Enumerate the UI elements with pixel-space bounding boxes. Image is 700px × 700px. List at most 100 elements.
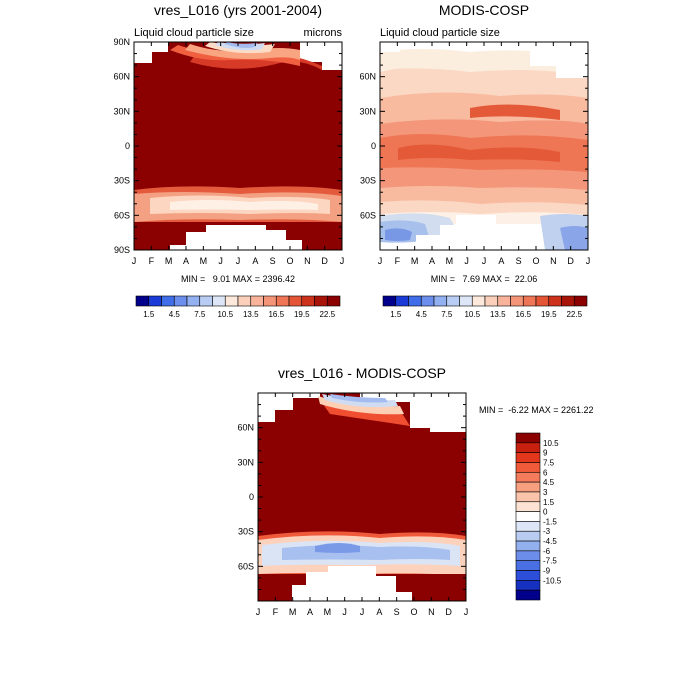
colorbar-label: 3 (543, 488, 548, 497)
colorbar-box (515, 462, 541, 473)
colorbar-box (135, 295, 150, 307)
x-tick-label: M (411, 256, 419, 266)
panel-title: MODIS-COSP (439, 2, 529, 18)
colorbar-box (446, 295, 460, 307)
y-tick-label: 30N (113, 106, 130, 116)
x-tick-label: M (289, 607, 297, 617)
colorbar-box (548, 295, 562, 307)
x-tick-label: J (218, 256, 223, 266)
colorbar-box (522, 295, 537, 307)
x-tick-label: O (286, 256, 293, 266)
colorbar-label: 1.5 (143, 310, 155, 319)
colorbar-box (459, 295, 473, 307)
colorbar-label: 4.5 (416, 310, 428, 319)
x-tick-label: F (273, 607, 279, 617)
colorbar-label: 1.5 (543, 498, 555, 507)
colorbar-label: 19.5 (541, 310, 557, 319)
colorbar-label: 7.5 (194, 310, 206, 319)
min-max-label: MIN = -6.22 MAX = 2261.22 (479, 405, 594, 415)
colorbar-box (497, 295, 511, 307)
x-tick-label: M (165, 256, 173, 266)
colorbar-label: 10.5 (217, 310, 233, 319)
colorbar-box (301, 295, 315, 307)
y-tick-label: 30S (114, 176, 130, 186)
x-tick-label: A (498, 256, 504, 266)
x-tick-label: F (149, 256, 155, 266)
y-tick-label: 0 (125, 141, 130, 151)
min-max-label: MIN = 9.01 MAX = 2396.42 (181, 274, 295, 284)
y-axis: 60N 30N 0 30S 60S (359, 41, 588, 251)
x-tick-label: D (445, 607, 452, 617)
heatmap-field (380, 42, 588, 250)
y-tick-label: 30S (360, 176, 376, 186)
y-tick-label: 0 (371, 141, 376, 151)
colorbar-label: 4.5 (543, 478, 555, 487)
y-tick-label: 90N (113, 37, 130, 47)
colorbar-label: -6 (543, 547, 551, 556)
y-tick-label: 30N (237, 457, 254, 467)
x-tick-label: A (429, 256, 435, 266)
colorbar-box (212, 295, 226, 307)
y-tick-label: 60S (114, 210, 130, 220)
y-tick-label: 90S (114, 245, 130, 255)
colorbar-box (561, 295, 575, 307)
x-tick-label: J (340, 256, 345, 266)
y-tick-label: 0 (249, 492, 254, 502)
colorbar-label: 13.5 (243, 310, 259, 319)
colorbar-box (395, 295, 409, 307)
y-tick-label: 60S (238, 561, 254, 571)
colorbar-box (250, 295, 264, 307)
x-tick-label: J (586, 256, 591, 266)
heatmap-field (134, 42, 342, 250)
colorbar-box (515, 580, 541, 591)
colorbar-label: 10.5 (543, 439, 559, 448)
x-tick-label: M (446, 256, 454, 266)
colorbar-label: 7.5 (441, 310, 453, 319)
colorbar-box (199, 295, 213, 307)
colorbar-label: 19.5 (294, 310, 310, 319)
x-tick-label: J (342, 607, 347, 617)
x-tick-label: J (464, 256, 469, 266)
x-tick-label: S (394, 607, 400, 617)
colorbar: 10.597.564.531.50-1.5-3-4.5-6-7.5-9-10.5 (515, 432, 562, 601)
colorbar-box (515, 530, 541, 542)
colorbar-label: 4.5 (169, 310, 181, 319)
x-tick-label: D (321, 256, 328, 266)
x-tick-label: A (307, 607, 313, 617)
panel-model: vres_L016 (yrs 2001-2004) Liquid cloud p… (113, 2, 344, 319)
x-tick-label: A (376, 607, 382, 617)
panel-subtitle: Liquid cloud particle size (380, 27, 500, 39)
colorbar-box (484, 295, 499, 307)
colorbar-box (515, 511, 541, 522)
panel-units: microns (303, 27, 342, 39)
colorbar-label: -7.5 (543, 557, 557, 566)
colorbar-label: 10.5 (464, 310, 480, 319)
panel-subtitle: Liquid cloud particle size (134, 27, 254, 39)
y-tick-label: 60N (359, 72, 376, 82)
panel-title: vres_L016 (yrs 2001-2004) (154, 2, 322, 18)
x-tick-label: J (132, 256, 137, 266)
colorbar-box (382, 295, 397, 307)
y-tick-label: 30N (359, 106, 376, 116)
x-tick-label: S (516, 256, 522, 266)
x-tick-label: J (464, 607, 469, 617)
colorbar-box (288, 295, 303, 307)
colorbar-box (314, 295, 328, 307)
min-max-label: MIN = 7.69 MAX = 22.06 (431, 274, 538, 284)
colorbar-label: -10.5 (543, 576, 562, 585)
colorbar-box (161, 295, 175, 307)
x-tick-label: J (360, 607, 365, 617)
colorbar-box (515, 570, 541, 581)
x-tick-label: D (567, 256, 574, 266)
x-tick-label: J (482, 256, 487, 266)
x-tick-label: F (395, 256, 401, 266)
colorbar-box (148, 295, 162, 307)
colorbar-label: 6 (543, 468, 548, 477)
colorbar-label: 16.5 (515, 310, 531, 319)
colorbar-label: 0 (543, 508, 548, 517)
colorbar-box (515, 471, 541, 483)
heatmap-field (258, 393, 466, 601)
x-tick-label: N (304, 256, 311, 266)
